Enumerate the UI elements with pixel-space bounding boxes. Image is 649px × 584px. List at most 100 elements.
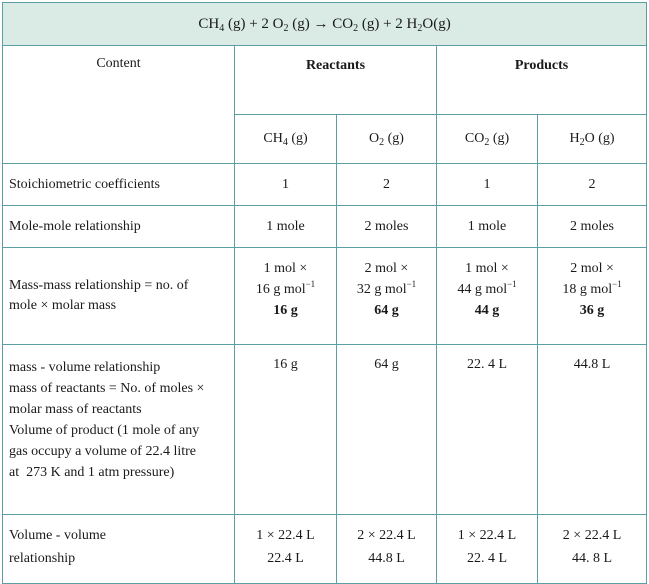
table-cell: 16 g bbox=[234, 344, 337, 515]
species-base: H bbox=[569, 131, 580, 146]
table-cell: 2 × 22.4 L 44.8 L bbox=[336, 514, 437, 584]
cell-total: 16 g bbox=[273, 303, 298, 318]
row-label: Stoichiometric coefficients bbox=[2, 163, 235, 206]
row-label: Volume - volume relationship bbox=[2, 514, 235, 584]
reaction-equation: CH4 (g) + 2 O2 (g) → CO2 (g) + 2 H2O(g) bbox=[1, 2, 648, 46]
table-cell: 22. 4 L bbox=[436, 344, 538, 515]
table-cell: 1 bbox=[234, 163, 337, 206]
species-co2: CO2 (g) bbox=[436, 114, 538, 164]
table-cell: 2 moles bbox=[336, 205, 437, 248]
eq-part: O(g) bbox=[422, 15, 451, 32]
cell-line: 1 mol × bbox=[263, 261, 308, 276]
label-line: gas occupy a volume of 22.4 litre bbox=[9, 444, 197, 459]
reactants-header: Reactants bbox=[234, 45, 437, 115]
mole-mole-row: Mole-mole relationship 1 mole 2 moles 1 … bbox=[2, 205, 648, 248]
species-ch4: CH4 (g) bbox=[234, 114, 337, 164]
volume-volume-row: Volume - volume relationship 1 × 22.4 L 22… bbox=[2, 514, 648, 584]
cell-line: 2 × 22.4 L bbox=[562, 528, 622, 543]
table-cell: 1 bbox=[436, 163, 538, 206]
label-line: Volume - volume bbox=[9, 528, 106, 543]
cell-line: 2 mol × bbox=[364, 261, 409, 276]
species-h2o: H2O (g) bbox=[536, 114, 648, 164]
table-cell: 64 g bbox=[336, 344, 437, 515]
species-after: (g) bbox=[384, 131, 404, 146]
label-line: at 273 K and 1 atm pressure) bbox=[9, 465, 175, 480]
label-line: Mass-mass relationship = no. of bbox=[9, 278, 189, 293]
eq-part: (g) + 2 O bbox=[224, 15, 284, 32]
table-cell: 1 mole bbox=[234, 205, 337, 248]
table-cell: 44.8 L bbox=[536, 344, 648, 515]
label-line: mass - volume relationship bbox=[9, 360, 161, 375]
cell-total: 36 g bbox=[579, 303, 605, 318]
table-cell: 1 × 22.4 L 22. 4 L bbox=[436, 514, 538, 584]
table-cell: 2 × 22.4 L 44. 8 L bbox=[536, 514, 648, 584]
cell-line: 1 × 22.4 L bbox=[256, 528, 315, 543]
table-cell: 2 mol × 18 g mol−1 36 g bbox=[536, 247, 648, 345]
label-line: relationship bbox=[9, 551, 76, 566]
cell-total: 64 g bbox=[374, 303, 399, 318]
table-cell: 2 bbox=[336, 163, 437, 206]
cell-line: 18 g mol−1 bbox=[538, 279, 646, 300]
cell-exp: −1 bbox=[612, 279, 622, 289]
species-sub: 2 bbox=[379, 137, 385, 148]
species-base: CH bbox=[263, 131, 283, 146]
eq-sub: 4 bbox=[219, 22, 225, 34]
cell-text: 18 g mol bbox=[562, 282, 613, 297]
eq-part: CH bbox=[198, 15, 220, 32]
species-sub: 2 bbox=[579, 137, 585, 148]
table-cell: 1 mole bbox=[436, 205, 538, 248]
cell-exp: −1 bbox=[305, 279, 316, 289]
row-label: Mass-mass relationship = no. of mole × mo… bbox=[2, 247, 235, 345]
species-after: (g) bbox=[489, 131, 510, 146]
species-sub: 2 bbox=[484, 137, 490, 148]
species-after: O (g) bbox=[584, 131, 615, 146]
eq-part: (g) → CO bbox=[288, 15, 354, 32]
cell-line: 16 g mol−1 bbox=[235, 279, 336, 300]
table-cell: 2 bbox=[536, 163, 648, 206]
equation-row: CH4 (g) + 2 O2 (g) → CO2 (g) + 2 H2O(g) bbox=[1, 2, 648, 46]
cell-exp: −1 bbox=[507, 279, 517, 289]
header-row: Content Reactants Products bbox=[2, 45, 648, 164]
species-base: CO bbox=[464, 131, 485, 146]
species-row: CH4 (g) O2 (g) CO2 (g) H2O (g) bbox=[3, 114, 648, 164]
row-label: mass - volume relationship mass of react… bbox=[2, 344, 235, 515]
eq-sub: 2 bbox=[283, 22, 289, 34]
row-label: Mole-mole relationship bbox=[2, 205, 235, 248]
cell-line: 32 g mol−1 bbox=[337, 279, 436, 300]
cell-total: 44 g bbox=[474, 303, 500, 318]
cell-line: 44.8 L bbox=[368, 551, 405, 566]
products-header: Products bbox=[435, 45, 648, 115]
mass-mass-row: Mass-mass relationship = no. of mole × mo… bbox=[2, 247, 648, 345]
content-header: Content bbox=[2, 45, 235, 164]
label-line: Volume of product (1 mole of any bbox=[9, 423, 200, 438]
coefficients-row: Stoichiometric coefficients 1 2 1 2 bbox=[2, 163, 648, 206]
cell-text: 44 g mol bbox=[457, 282, 508, 297]
cell-line: 44. 8 L bbox=[572, 551, 613, 566]
cell-line: 22.4 L bbox=[267, 551, 304, 566]
label-line: molar mass of reactants bbox=[9, 402, 142, 417]
cell-text: 16 g mol bbox=[255, 282, 306, 297]
cell-exp: −1 bbox=[406, 279, 417, 289]
table-cell: 1 × 22.4 L 22.4 L bbox=[234, 514, 337, 584]
cell-line: 44 g mol−1 bbox=[437, 279, 537, 300]
eq-sub: 2 bbox=[353, 22, 359, 34]
eq-part: (g) + 2 H bbox=[358, 15, 418, 32]
label-line: mole × molar mass bbox=[9, 298, 117, 313]
species-sub: 4 bbox=[282, 137, 288, 148]
cell-line: 2 × 22.4 L bbox=[357, 528, 416, 543]
cell-line: 1 × 22.4 L bbox=[457, 528, 517, 543]
label-line: mass of reactants = No. of moles × bbox=[9, 381, 205, 396]
cell-line: 2 mol × bbox=[570, 261, 614, 276]
mass-volume-row: mass - volume relationship mass of react… bbox=[2, 344, 648, 515]
eq-sub: 2 bbox=[417, 22, 423, 34]
species-base: O bbox=[369, 131, 380, 146]
cell-line: 22. 4 L bbox=[466, 551, 508, 566]
table-cell: 1 mol × 16 g mol−1 16 g bbox=[234, 247, 337, 345]
cell-text: 32 g mol bbox=[356, 282, 407, 297]
cell-line: 1 mol × bbox=[465, 261, 509, 276]
table-cell: 2 mol × 32 g mol−1 64 g bbox=[336, 247, 437, 345]
species-after: (g) bbox=[287, 131, 308, 146]
table-cell: 1 mol × 44 g mol−1 44 g bbox=[436, 247, 538, 345]
species-o2: O2 (g) bbox=[336, 114, 437, 164]
